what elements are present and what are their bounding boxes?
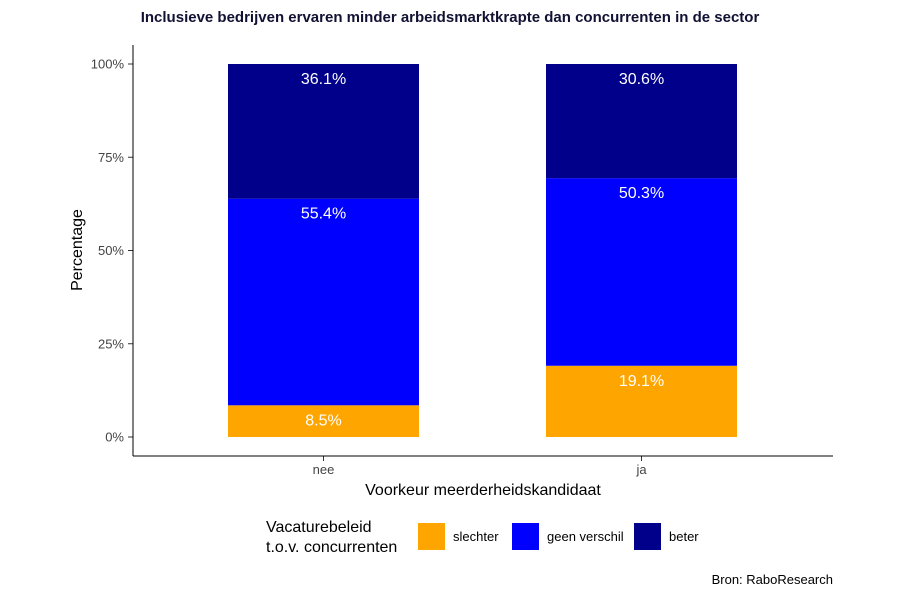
bar-segment-slechter-nee <box>228 405 419 437</box>
data-label: 55.4% <box>301 206 346 223</box>
data-label: 8.5% <box>305 412 341 429</box>
legend-label: geen verschil <box>547 529 624 544</box>
y-tick-label: 100% <box>91 57 125 72</box>
data-label: 50.3% <box>619 185 664 202</box>
legend-label: slechter <box>453 529 499 544</box>
legend-label: beter <box>669 529 699 544</box>
source-note: Bron: RaboResearch <box>712 572 833 587</box>
chart-title: Inclusieve bedrijven ervaren minder arbe… <box>141 9 760 26</box>
data-label: 19.1% <box>619 373 664 390</box>
legend-key-geen-verschil <box>512 523 539 550</box>
legend-title-line-1: Vacaturebeleid <box>266 519 372 536</box>
y-tick-label: 25% <box>98 336 124 351</box>
legend-title-line-2: t.o.v. concurrenten <box>266 539 397 556</box>
x-axis-title: Voorkeur meerderheidskandidaat <box>365 482 601 499</box>
plot-area: 8.5% 55.4% 36.1% 19.1% 50.3% 30.6% <box>228 64 737 437</box>
legend-key-beter <box>634 523 661 550</box>
bar-segment-slechter-ja <box>546 365 737 437</box>
bar-segment-geen-verschil-nee <box>228 198 419 406</box>
legend: Vacaturebeleid t.o.v. concurrenten slech… <box>266 519 699 556</box>
data-label: 30.6% <box>619 71 664 88</box>
x-tick-label: nee <box>313 462 335 477</box>
x-tick-label: ja <box>635 462 647 477</box>
y-axis: 0% 25% 50% 75% 100% <box>91 57 133 445</box>
y-axis-title: Percentage <box>69 209 86 291</box>
x-axis: nee ja <box>313 456 647 477</box>
data-label: 36.1% <box>301 71 346 88</box>
bar-segment-beter-ja <box>546 64 737 179</box>
bar-segment-geen-verschil-ja <box>546 178 737 366</box>
bar-segment-beter-nee <box>228 64 419 199</box>
legend-key-slechter <box>418 523 445 550</box>
y-tick-label: 50% <box>98 243 124 258</box>
y-tick-label: 0% <box>105 430 124 445</box>
y-tick-label: 75% <box>98 150 124 165</box>
